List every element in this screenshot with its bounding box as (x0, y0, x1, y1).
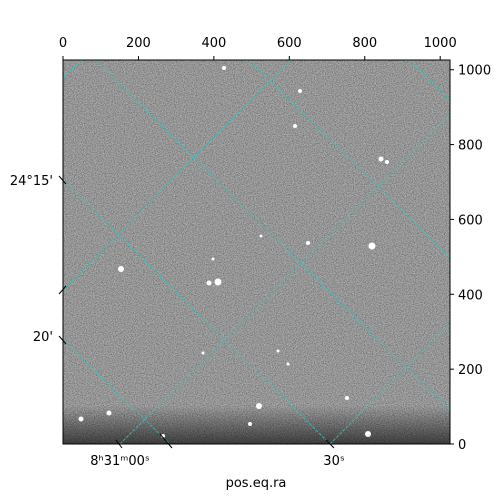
y-tick-label: 600 (458, 213, 483, 228)
x-tick-label: 0 (59, 36, 67, 51)
sky-image (63, 60, 450, 444)
y-tick-label: 0 (458, 438, 466, 453)
x-axis-label: pos.eq.ra (226, 476, 287, 491)
y-tick-label: 200 (458, 363, 483, 378)
x-tick-label: 1000 (424, 36, 457, 51)
x-tick-label: 400 (201, 36, 226, 51)
frame (62, 59, 451, 445)
x-tick-label: 200 (126, 36, 151, 51)
x-tick-label: 800 (352, 36, 377, 51)
ra-tick-label: 30ˢ (323, 454, 345, 469)
dec-tick-label: 20' (33, 330, 53, 345)
y-tick-label: 1000 (458, 64, 491, 79)
x-tick-label: 600 (277, 36, 302, 51)
ra-tick-label: 8ʰ31ᵐ00ˢ (90, 454, 150, 469)
wcs-grid (63, 60, 450, 444)
stars (78, 66, 389, 438)
y-tick-label: 400 (458, 288, 483, 303)
y-tick-label: 800 (458, 139, 483, 154)
dec-tick-label: 24°15' (10, 174, 53, 189)
wcs-ticks (58, 175, 335, 449)
